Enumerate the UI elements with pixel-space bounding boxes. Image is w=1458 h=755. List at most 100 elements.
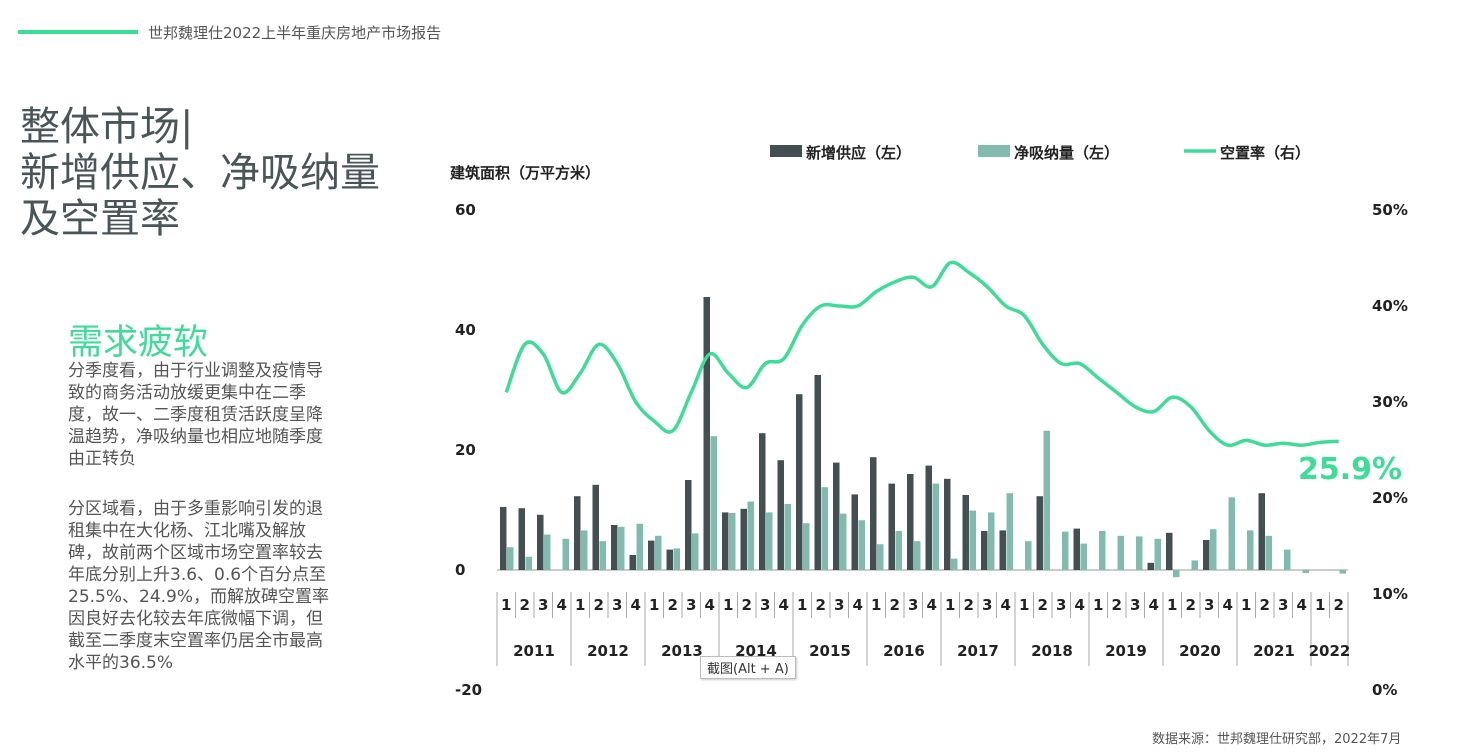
absorption-bar	[821, 487, 828, 570]
quarter-tick-label: 3	[760, 596, 770, 614]
y2-tick-label: 40%	[1372, 297, 1408, 315]
absorption-bar	[1173, 570, 1180, 578]
quarter-tick-label: 2	[1260, 596, 1270, 614]
supply-bar	[740, 508, 747, 570]
legend-supply-label: 新增供应（左）	[806, 144, 911, 162]
quarter-tick-label: 4	[1075, 596, 1085, 614]
page-title: 整体市场| 新增供应、净吸纳量 及空置率	[20, 104, 380, 242]
absorption-bar	[747, 501, 754, 570]
supply-bar	[907, 474, 914, 570]
quarter-tick-label: 3	[612, 596, 622, 614]
absorption-bar	[544, 534, 551, 570]
year-tick-label: 2014	[735, 642, 777, 660]
screenshot-tooltip: 截图(Alt + A)	[700, 656, 796, 679]
quarter-tick-label: 4	[557, 596, 567, 614]
section-subtitle: 需求疲软	[68, 323, 209, 363]
supply-bar	[500, 507, 507, 570]
header-accent-line	[18, 30, 138, 34]
quarter-tick-label: 4	[705, 596, 715, 614]
supply-bar	[999, 530, 1006, 570]
vacancy-annotation: 25.9%	[1298, 452, 1402, 487]
y-tick-label: 40	[455, 321, 476, 339]
quarter-tick-label: 2	[668, 596, 678, 614]
supply-bar	[851, 494, 858, 570]
absorption-bar	[562, 538, 569, 570]
absorption-bar	[1302, 570, 1309, 573]
quarter-tick-label: 4	[927, 596, 937, 614]
quarter-tick-label: 4	[631, 596, 641, 614]
y2-tick-label: 20%	[1372, 489, 1408, 507]
absorption-bar	[1210, 529, 1217, 570]
quarter-tick-label: 3	[834, 596, 844, 614]
year-tick-label: 2015	[809, 642, 851, 660]
quarter-tick-label: 2	[742, 596, 752, 614]
absorption-bar	[784, 504, 791, 570]
paragraph-quarterly: 分季度看，由于行业调整及疫情导致的商务活动放缓更集中在二季度，故一、二季度租赁活…	[68, 361, 323, 469]
quarter-tick-label: 2	[520, 596, 530, 614]
year-tick-label: 2017	[957, 642, 999, 660]
absorption-bar	[1006, 493, 1013, 570]
absorption-bar	[1080, 543, 1087, 570]
quarter-tick-label: 2	[1186, 596, 1196, 614]
supply-bar	[666, 549, 673, 570]
absorption-bar	[618, 526, 625, 570]
quarter-tick-label: 3	[1278, 596, 1288, 614]
absorption-bar	[840, 513, 847, 570]
supply-bar	[537, 514, 544, 570]
data-source: 数据来源：世邦魏理仕研究部，2022年7月	[1152, 732, 1402, 747]
quarter-tick-label: 1	[723, 596, 733, 614]
quarter-tick-label: 2	[594, 596, 604, 614]
absorption-bar	[1191, 560, 1198, 570]
absorption-bar	[1025, 541, 1032, 570]
supply-bar	[888, 483, 895, 570]
quarter-tick-label: 4	[853, 596, 863, 614]
absorption-bar	[803, 523, 810, 570]
quarter-tick-label: 4	[1223, 596, 1233, 614]
year-tick-label: 2022	[1309, 642, 1351, 660]
absorption-bar	[969, 510, 976, 570]
absorption-bar	[673, 548, 680, 570]
absorption-bar	[581, 530, 588, 570]
absorption-bar	[766, 512, 773, 570]
absorption-bar	[914, 541, 921, 570]
supply-bar	[1258, 493, 1265, 570]
supply-bar	[592, 484, 599, 570]
supply-bar	[722, 512, 729, 570]
supply-bar	[870, 457, 877, 570]
vacancy-line	[504, 260, 1339, 448]
quarter-tick-label: 1	[1093, 596, 1103, 614]
absorption-bar	[1154, 538, 1161, 570]
y-tick-label: 20	[455, 441, 476, 459]
absorption-bar	[988, 512, 995, 570]
quarter-tick-label: 2	[890, 596, 900, 614]
quarter-tick-label: 4	[1297, 596, 1307, 614]
quarter-tick-label: 3	[686, 596, 696, 614]
supply-bar	[518, 508, 525, 570]
absorption-bar	[525, 556, 532, 570]
quarter-tick-label: 1	[871, 596, 881, 614]
y2-tick-label: 50%	[1372, 201, 1408, 219]
absorption-bar	[507, 547, 514, 570]
quarter-tick-label: 3	[1130, 596, 1140, 614]
year-tick-label: 2012	[587, 642, 629, 660]
quarter-tick-label: 3	[982, 596, 992, 614]
y-axis-label: 建筑面积（万平方米）	[450, 164, 600, 182]
absorption-bar	[932, 483, 939, 570]
absorption-bar	[710, 436, 717, 570]
quarter-tick-label: 4	[779, 596, 789, 614]
supply-bar	[611, 525, 618, 570]
supply-bar	[574, 496, 581, 570]
supply-bar	[981, 531, 988, 570]
absorption-bar	[729, 513, 736, 570]
year-tick-label: 2020	[1179, 642, 1221, 660]
legend-vacancy-label: 空置率（右）	[1220, 144, 1310, 162]
quarter-tick-label: 3	[1056, 596, 1066, 614]
quarter-tick-label: 4	[1149, 596, 1159, 614]
y-tick-label: 60	[455, 201, 476, 219]
supply-bar	[944, 478, 951, 570]
year-tick-label: 2013	[661, 642, 703, 660]
supply-bar	[1073, 528, 1080, 570]
quarter-tick-label: 2	[1112, 596, 1122, 614]
y-tick-label: 0	[455, 561, 465, 579]
